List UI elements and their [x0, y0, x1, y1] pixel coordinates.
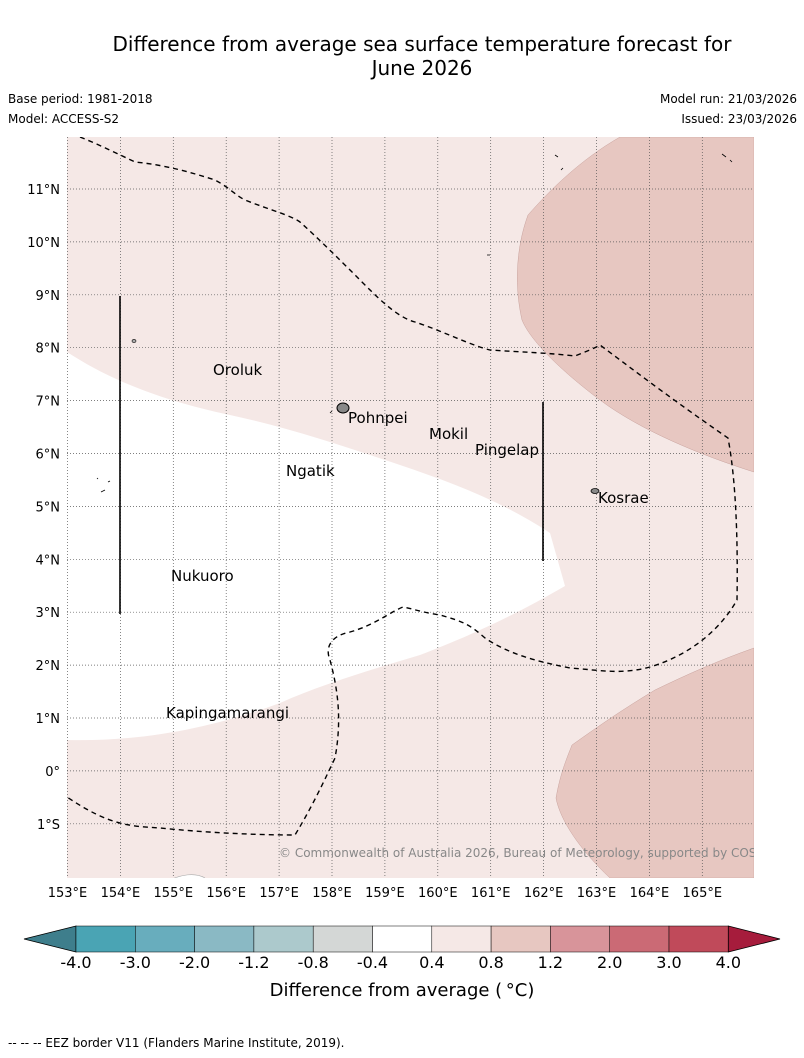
title-line-1: Difference from average sea surface temp… — [112, 32, 732, 56]
map-area: © Commonwealth of Australia 2026, Bureau… — [67, 137, 784, 878]
colorbar — [23, 925, 781, 953]
pohnpei-island — [336, 402, 350, 414]
latitude-label: 7°N — [36, 395, 61, 410]
colorbar-segment — [372, 925, 433, 953]
colorbar-tick-label: 3.0 — [656, 953, 682, 972]
longitude-label: 164°E — [630, 886, 670, 901]
latitude-label: 10°N — [27, 236, 60, 251]
place-pingelap: Pingelap — [475, 441, 539, 459]
colorbar-tick-label: -2.0 — [178, 953, 211, 972]
colorbar-segment — [490, 925, 551, 953]
copyright-notice: © Commonwealth of Australia 2026, Bureau… — [279, 846, 784, 860]
colorbar-tick-label: 0.4 — [419, 953, 445, 972]
kosrae-island — [590, 488, 600, 494]
longitude-labels: 153°E 154°E 155°E 156°E 157°E 158°E 159°E 160°E… — [48, 886, 722, 901]
longitude-label: 157°E — [259, 886, 299, 901]
longitude-label: 160°E — [418, 886, 458, 901]
colorbar-title: Difference from average ( °C) — [269, 980, 535, 1001]
model-name: Model: ACCESS-S2 — [8, 112, 120, 126]
latitude-label: 2°N — [36, 659, 61, 674]
small-island — [131, 339, 137, 343]
colorbar-tick-label: -4.0 — [60, 953, 92, 972]
latitude-label: 5°N — [36, 500, 61, 515]
longitude-label: 154°E — [101, 886, 141, 901]
latitude-label: 1°S — [37, 818, 60, 833]
latitude-label: 3°N — [36, 606, 61, 621]
colorbar-extend-high — [727, 925, 781, 953]
eez-border — [67, 137, 738, 836]
latitude-label: 0° — [45, 765, 60, 780]
map-title: Difference from average sea surface temp… — [60, 32, 784, 80]
place-kapingamarangi: Kapingamarangi — [166, 704, 289, 722]
colorbar-tick-label: -0.4 — [356, 953, 389, 972]
graticule — [67, 137, 754, 878]
title-line-2: June 2026 — [371, 56, 473, 80]
place-oroluk: Oroluk — [213, 361, 262, 379]
colorbar-extend-low — [23, 925, 77, 953]
latitude-label: 9°N — [36, 289, 61, 304]
latitude-label: 4°N — [36, 553, 61, 568]
longitude-label: 162°E — [524, 886, 564, 901]
longitude-label: 159°E — [365, 886, 405, 901]
colorbar-tick-label: -1.2 — [238, 953, 270, 972]
colorbar-segment — [194, 925, 255, 953]
colorbar-tick-label: -3.0 — [119, 953, 151, 972]
eez-border-line — [67, 137, 738, 836]
colorbar-tick-labels: -4.0 -3.0 -2.0 -1.2 -0.8 -0.4 0.4 0.8 1.2 2.0 3.0 4… — [0, 953, 804, 973]
colorbar-segment — [609, 925, 670, 953]
colorbar-segment — [75, 925, 136, 953]
latitude-labels: 11°N 10°N 9°N 8°N 7°N 6°N 5°N 4°N 3°N 2°N 1°N 0° 1°S — [27, 183, 60, 833]
longitude-label: 156°E — [206, 886, 246, 901]
colorbar-tick-label: 0.8 — [478, 953, 504, 972]
colorbar-segment — [312, 925, 373, 953]
latitude-label: 6°N — [36, 448, 61, 463]
longitude-label: 158°E — [312, 886, 352, 901]
colorbar-segment — [668, 925, 729, 953]
latitude-label: 11°N — [27, 183, 60, 198]
base-period: Base period: 1981-2018 — [8, 92, 153, 106]
place-ngatik: Ngatik — [286, 462, 335, 480]
longitude-label: 153°E — [48, 886, 88, 901]
longitude-label: 161°E — [471, 886, 511, 901]
colorbar-segment — [550, 925, 610, 953]
coast-fragment — [173, 874, 206, 878]
place-labels: Oroluk Pohnpei Mokil Pingelap Ngatik Kos… — [166, 361, 649, 722]
colorbar-tick-label: -0.8 — [297, 953, 329, 972]
latitude-label: 8°N — [36, 342, 61, 357]
colorbar-tick-label: 4.0 — [715, 953, 742, 972]
small-atolls-north — [329, 153, 733, 414]
colorbar-segment — [431, 925, 492, 953]
place-nukuoro: Nukuoro — [171, 567, 234, 585]
colorbar-segment — [135, 925, 195, 953]
longitude-label: 163°E — [577, 886, 617, 901]
colorbar-segment — [253, 925, 314, 953]
anomaly-0.8-1.2-region-south — [555, 647, 754, 878]
latitude-label: 1°N — [36, 712, 61, 727]
issued-date: Issued: 23/03/2026 — [681, 112, 797, 126]
anomaly-0.8-1.2-region-north — [517, 137, 754, 473]
colorbar-tick-label: 2.0 — [596, 953, 623, 972]
longitude-label: 165°E — [683, 886, 723, 901]
eez-footnote: -- -- -- EEZ border V11 (Flanders Marine… — [8, 1036, 345, 1050]
place-pohnpei: Pohnpei — [348, 409, 408, 427]
place-mokil: Mokil — [429, 425, 468, 443]
colorbar-tick-label: 1.2 — [537, 953, 564, 972]
place-kosrae: Kosrae — [598, 489, 649, 507]
small-atoll — [96, 477, 111, 493]
longitude-label: 155°E — [154, 886, 194, 901]
model-run: Model run: 21/03/2026 — [659, 92, 797, 106]
neutral-region — [67, 352, 565, 741]
